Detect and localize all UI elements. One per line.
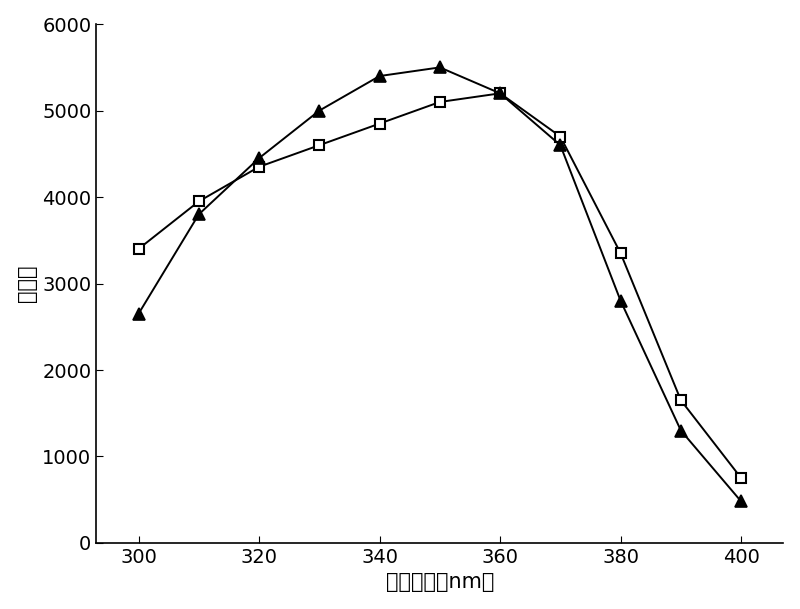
Y-axis label: 荧光值: 荧光值: [17, 265, 37, 302]
X-axis label: 激发波长（nm）: 激发波长（nm）: [386, 572, 494, 593]
